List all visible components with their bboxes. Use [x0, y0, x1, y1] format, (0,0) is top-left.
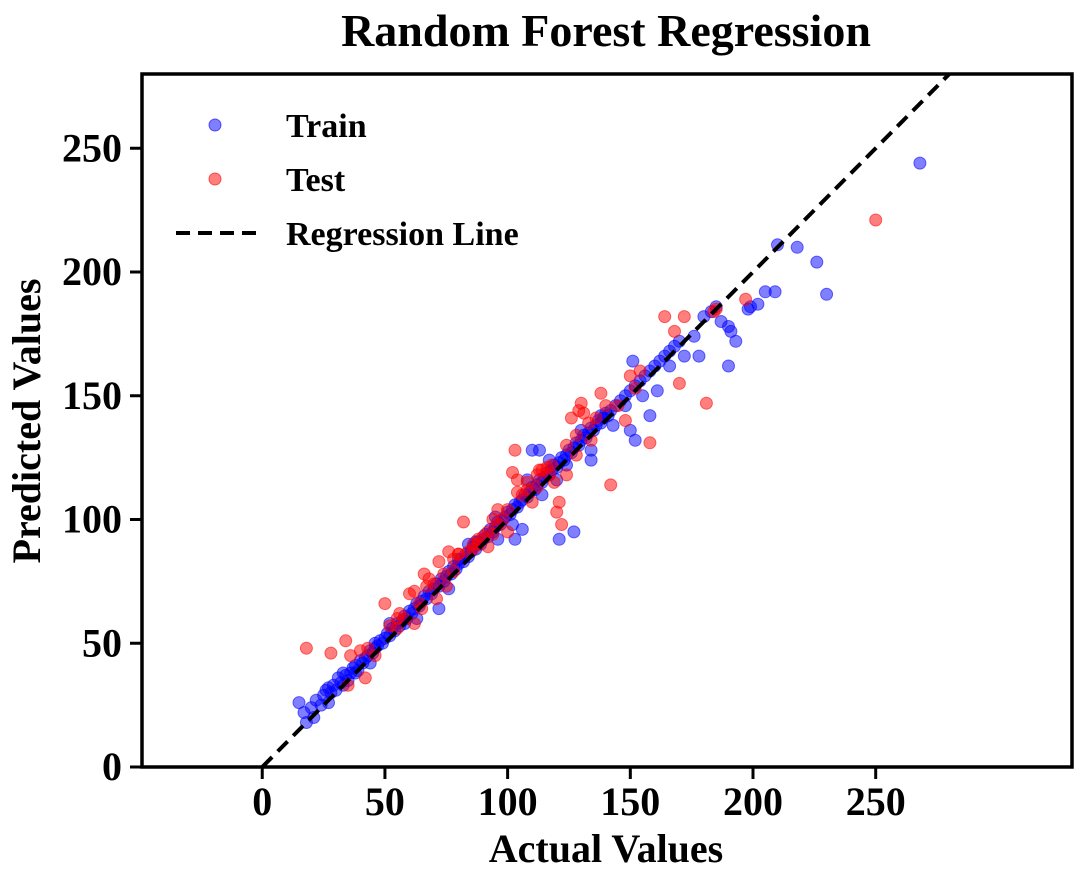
regression-line-layer	[260, 74, 953, 767]
train-point	[663, 359, 677, 373]
test-point	[508, 443, 522, 457]
train-point	[322, 681, 335, 695]
test-point	[520, 483, 534, 497]
train-point	[790, 240, 804, 254]
test-point	[658, 310, 672, 324]
legend-test-label: Test	[286, 162, 346, 199]
test-point	[547, 475, 561, 489]
train-point	[525, 443, 539, 457]
test-point	[555, 518, 569, 531]
x-tick-label: 0	[252, 779, 272, 824]
test-point	[589, 411, 603, 425]
test-point	[417, 567, 431, 581]
y-axis-label: Predicted Values	[4, 279, 49, 564]
y-tick-label: 200	[62, 249, 122, 294]
x-axis-label: Actual Values	[489, 826, 724, 871]
plot-frame	[140, 72, 1074, 769]
test-point	[569, 428, 583, 442]
test-point	[510, 473, 524, 487]
x-tick-label: 250	[846, 779, 906, 824]
test-point	[560, 438, 573, 452]
legend-train-label: Train	[286, 108, 367, 145]
x-tick-label: 200	[723, 779, 783, 824]
train-point	[626, 354, 640, 368]
train-point	[729, 334, 743, 348]
test-point	[618, 414, 632, 427]
test-point	[699, 396, 713, 410]
test-point	[324, 646, 338, 660]
y-tick-label: 50	[82, 620, 122, 665]
test-point	[869, 213, 883, 227]
x-tick-label: 150	[600, 779, 660, 824]
test-point	[358, 671, 372, 685]
test-point	[457, 515, 470, 529]
y-tick-label: 150	[62, 373, 122, 418]
train-point	[606, 418, 620, 432]
test-point	[378, 597, 392, 611]
x-tick-label: 50	[365, 779, 405, 824]
test-point	[390, 612, 404, 625]
test-point	[677, 310, 691, 324]
train-point	[751, 297, 765, 311]
train-point	[677, 349, 691, 363]
test-point	[668, 324, 681, 338]
train-point	[628, 433, 642, 447]
test-point	[299, 641, 313, 655]
regression-line	[260, 74, 953, 767]
test-point	[739, 292, 753, 306]
test-point	[643, 436, 657, 450]
test-point	[594, 386, 608, 400]
test-point	[560, 468, 573, 482]
y-tick-label: 100	[62, 497, 122, 542]
test-point	[432, 555, 446, 569]
y-tick-label: 0	[102, 744, 122, 789]
test-point	[427, 577, 441, 591]
legend-regression-line-label: Regression Line	[286, 216, 519, 253]
test-point	[407, 617, 421, 630]
legend: Train Test Regression Line	[176, 108, 519, 253]
y-tick-label: 250	[62, 125, 122, 170]
train-point	[643, 409, 657, 423]
train-point	[584, 453, 598, 467]
train-point	[567, 525, 581, 539]
x-tick-label: 100	[478, 779, 538, 824]
legend-test-marker	[208, 172, 222, 186]
test-point	[672, 376, 686, 390]
test-point	[486, 513, 500, 526]
test-point	[407, 584, 421, 598]
train-point	[692, 349, 706, 363]
train-point	[650, 384, 664, 398]
test-point	[633, 364, 647, 378]
test-point	[552, 495, 566, 509]
train-point	[768, 285, 782, 299]
train-point	[336, 666, 350, 680]
legend-train-marker	[208, 118, 222, 132]
chart-title: Random Forest Regression	[341, 5, 871, 56]
test-point	[530, 468, 544, 482]
test-point	[501, 525, 515, 539]
test-point	[339, 634, 353, 648]
test-point	[466, 537, 480, 551]
test-point	[599, 399, 613, 413]
train-point	[810, 255, 824, 269]
train-point	[722, 359, 735, 373]
train-point	[515, 522, 529, 536]
train-point	[913, 156, 927, 170]
test-point	[452, 547, 465, 561]
train-point	[552, 532, 566, 546]
axis-ticks: 0 50 100 150 200 250 0 50 100 150 200 250	[62, 125, 906, 824]
test-point	[604, 478, 618, 492]
test-point	[545, 458, 559, 472]
train-point	[820, 287, 834, 301]
